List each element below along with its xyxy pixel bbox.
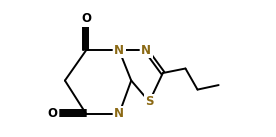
Text: N: N	[141, 44, 151, 57]
Text: O: O	[81, 12, 91, 25]
Text: N: N	[114, 107, 124, 120]
Text: O: O	[48, 107, 58, 120]
Text: S: S	[145, 95, 153, 108]
Text: N: N	[114, 44, 124, 57]
